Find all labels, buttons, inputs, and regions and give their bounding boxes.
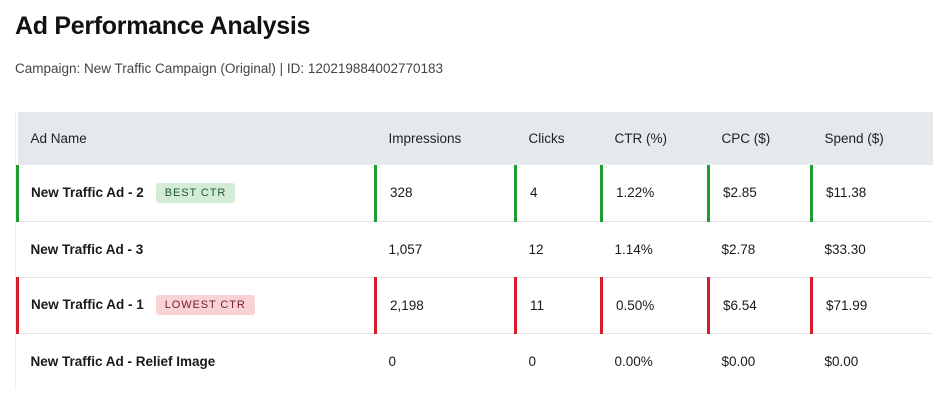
table-row-best-ctr[interactable]: New Traffic Ad - 2 BEST CTR 328 4 1.22% $… [16, 165, 933, 222]
impressions-cell: 328 [374, 165, 516, 222]
best-ctr-badge: BEST CTR [155, 182, 236, 203]
impressions-cell: 2,198 [374, 277, 516, 334]
clicks-cell: 4 [514, 165, 602, 222]
ad-name: New Traffic Ad - 3 [30, 241, 144, 257]
clicks-cell: 11 [514, 277, 602, 334]
impressions-cell: 1,057 [375, 221, 516, 278]
ctr-cell: 1.14% [601, 221, 709, 278]
header-row: Ad Name Impressions Clicks CTR (%) CPC (… [17, 112, 933, 165]
ad-performance-table: Ad Name Impressions Clicks CTR (%) CPC (… [16, 112, 933, 389]
campaign-subtitle: Campaign: New Traffic Campaign (Original… [15, 61, 444, 76]
column-header-spend[interactable]: Spend ($) [811, 112, 933, 165]
table-header: Ad Name Impressions Clicks CTR (%) CPC (… [17, 112, 933, 165]
ad-performance-table-container: Ad Name Impressions Clicks CTR (%) CPC (… [15, 112, 933, 389]
ad-name: New Traffic Ad - Relief Image [30, 353, 216, 369]
cpc-cell: $2.78 [708, 221, 812, 278]
table-body: New Traffic Ad - 2 BEST CTR 328 4 1.22% $… [16, 165, 933, 389]
spend-cell: $11.38 [810, 165, 933, 222]
spend-cell: $33.30 [811, 221, 933, 278]
ad-name-cell: New Traffic Ad - Relief Image [18, 333, 376, 389]
lowest-ctr-badge: LOWEST CTR [155, 295, 255, 315]
table-row[interactable]: New Traffic Ad - Relief Image 0 0 0.00% … [18, 333, 933, 389]
page-title: Ad Performance Analysis [15, 12, 311, 40]
table-row[interactable]: New Traffic Ad - 3 1,057 12 1.14% $2.78 … [17, 221, 933, 278]
ctr-cell: 0.50% [600, 277, 709, 334]
column-header-ctr[interactable]: CTR (%) [601, 112, 709, 165]
table-row-lowest-ctr[interactable]: New Traffic Ad - 1 LOWEST CTR 2,198 11 0.… [16, 277, 933, 334]
ctr-cell: 1.22% [600, 165, 709, 222]
ad-name: New Traffic Ad - 2 [31, 184, 144, 200]
ad-name-cell: New Traffic Ad - 2 BEST CTR [16, 165, 376, 222]
column-header-impressions[interactable]: Impressions [375, 112, 516, 165]
ctr-cell: 0.00% [614, 353, 653, 369]
clicks-cell: 12 [515, 221, 602, 278]
cpc-cell: $6.54 [707, 277, 812, 334]
spend-cell: $71.99 [810, 277, 933, 334]
impressions-cell: 0 [388, 353, 397, 369]
ad-name-cell: New Traffic Ad - 3 [17, 221, 376, 278]
spend-cell: $0.00 [824, 353, 859, 369]
cpc-cell: $2.85 [707, 165, 812, 222]
column-header-clicks[interactable]: Clicks [515, 112, 602, 165]
clicks-cell: 0 [528, 353, 537, 369]
column-header-ad-name[interactable]: Ad Name [17, 112, 376, 165]
column-header-cpc[interactable]: CPC ($) [708, 112, 812, 165]
ad-name: New Traffic Ad - 1 [31, 297, 144, 312]
cpc-cell: $0.00 [721, 353, 756, 369]
ad-name-cell: New Traffic Ad - 1 LOWEST CTR [16, 277, 376, 334]
